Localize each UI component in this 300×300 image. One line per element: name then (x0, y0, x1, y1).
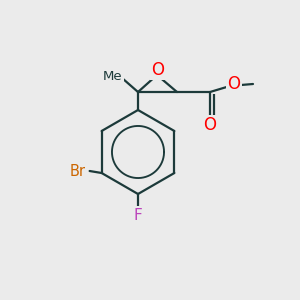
Text: F: F (134, 208, 142, 223)
Text: Br: Br (70, 164, 86, 178)
Text: O: O (152, 61, 164, 79)
Text: Me: Me (103, 70, 123, 83)
Text: O: O (203, 116, 217, 134)
Text: O: O (227, 75, 241, 93)
